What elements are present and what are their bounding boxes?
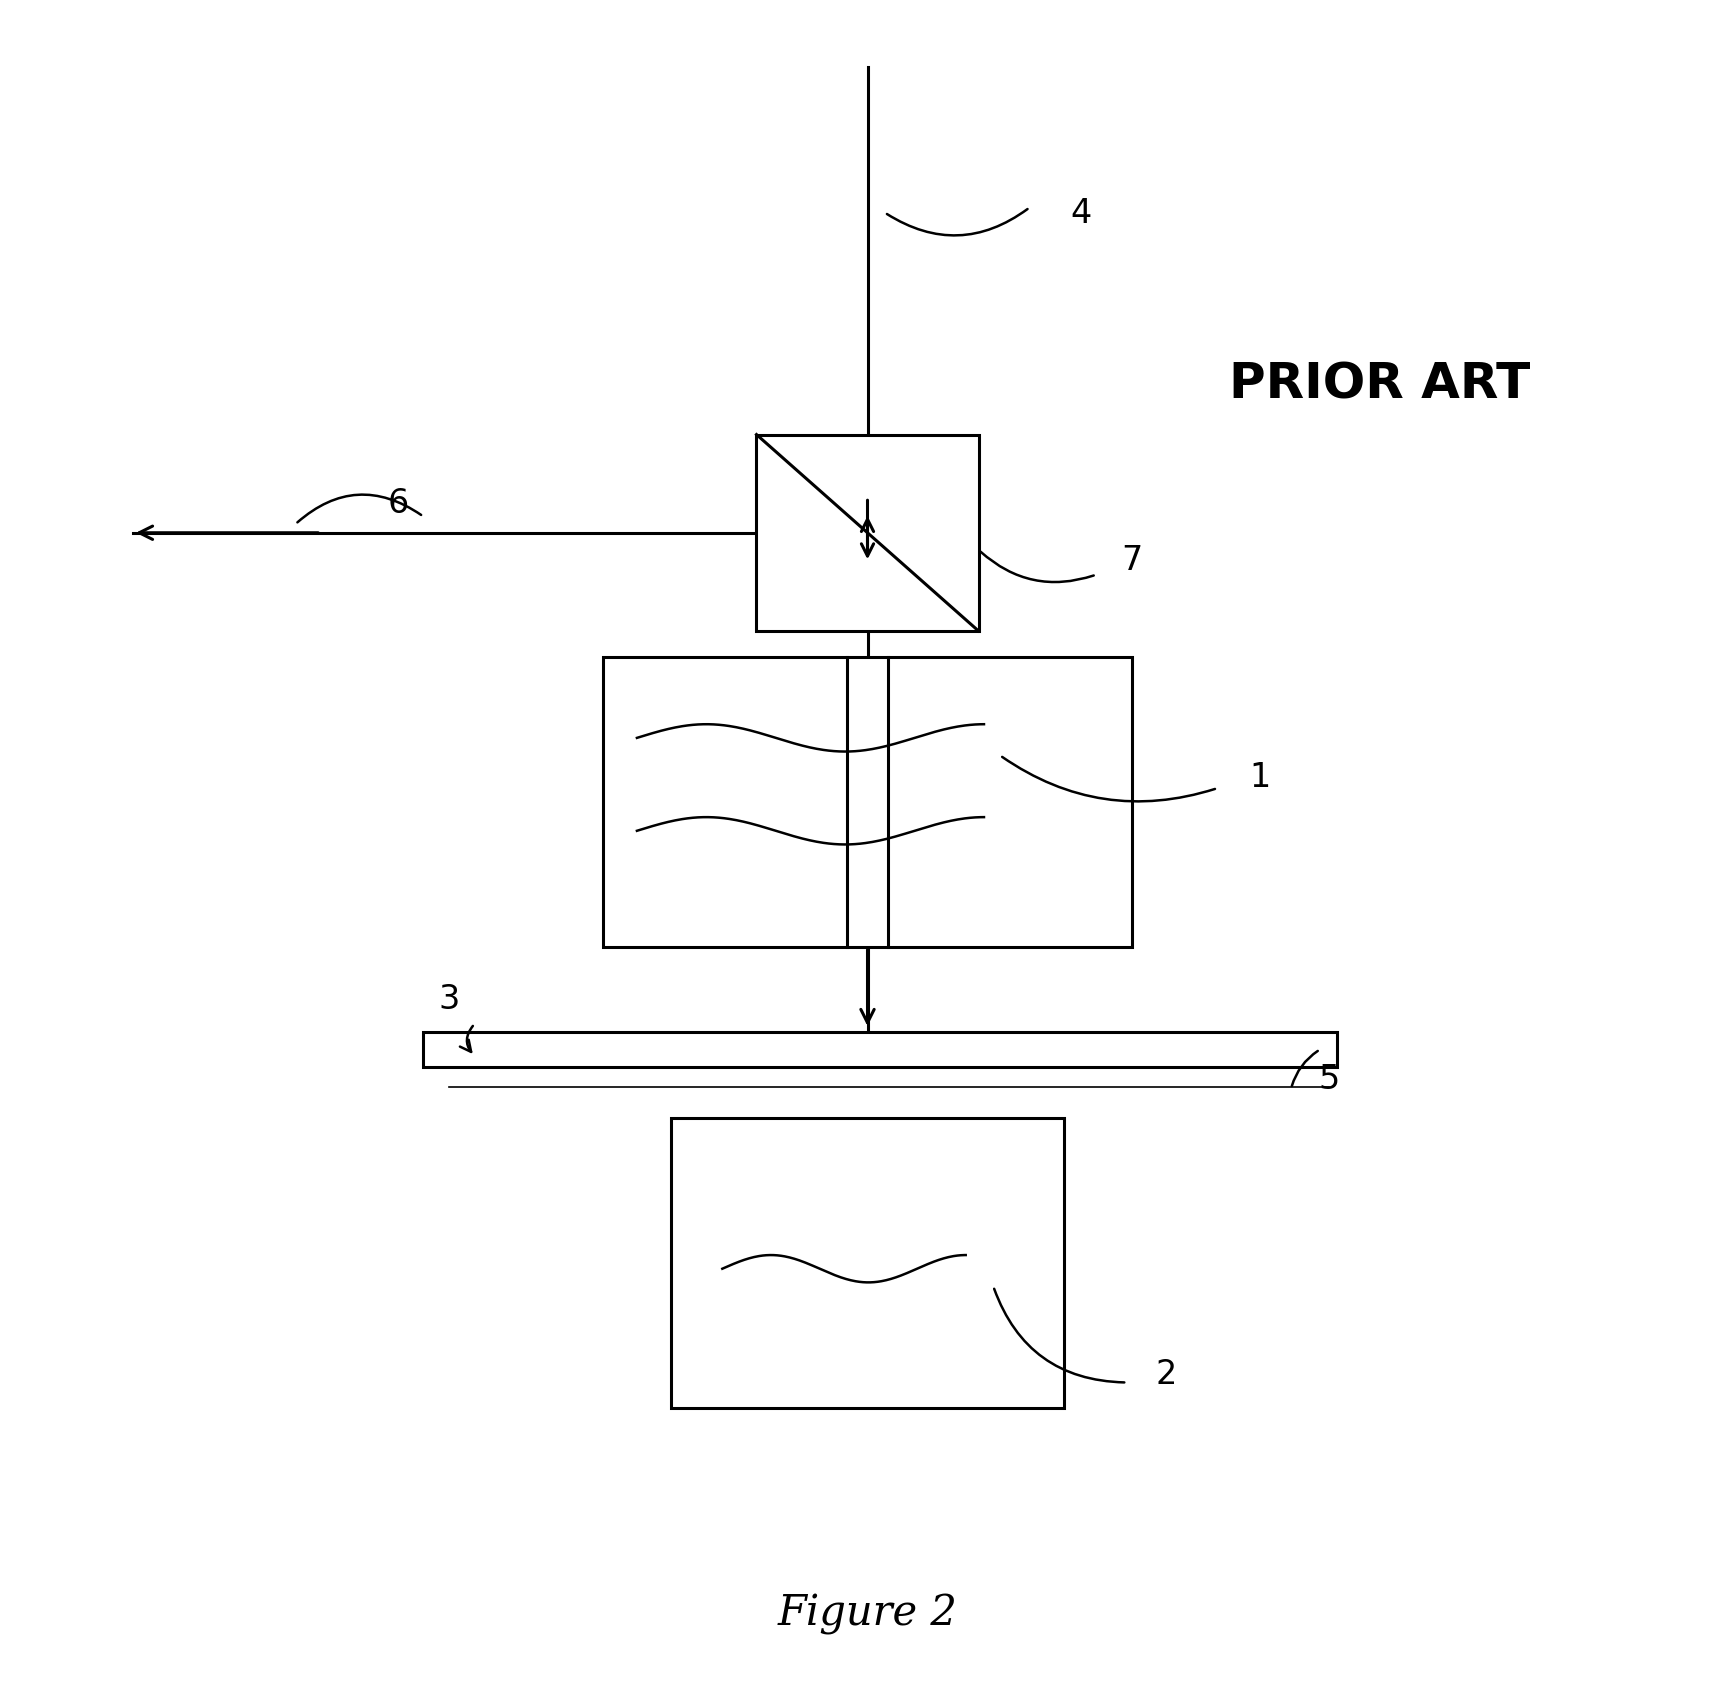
Text: 1: 1	[1249, 760, 1272, 794]
Text: 6: 6	[387, 486, 408, 521]
Text: 4: 4	[1070, 196, 1091, 230]
Text: 7: 7	[1121, 543, 1143, 577]
Text: 3: 3	[439, 982, 460, 1016]
Text: Figure 2: Figure 2	[777, 1593, 958, 1634]
Bar	[756, 435, 979, 632]
Bar	[423, 1033, 1338, 1067]
Text: 5: 5	[1319, 1062, 1339, 1096]
Bar	[671, 1118, 1064, 1408]
Text: PRIOR ART: PRIOR ART	[1230, 360, 1530, 408]
Text: 2: 2	[1156, 1357, 1176, 1391]
Bar	[602, 657, 1133, 947]
